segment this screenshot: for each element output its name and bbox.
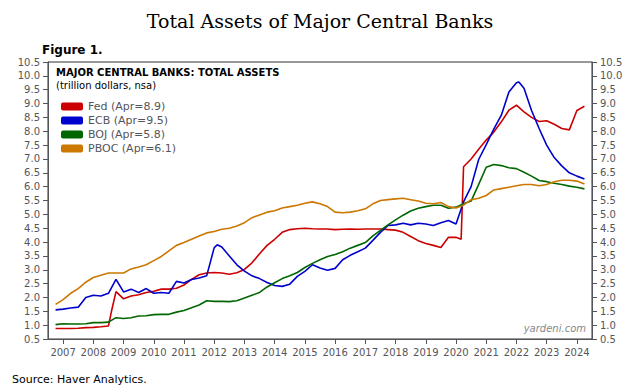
svg-text:5.0: 5.0 bbox=[600, 209, 616, 220]
svg-text:9.0: 9.0 bbox=[24, 98, 40, 109]
svg-text:5.0: 5.0 bbox=[24, 209, 40, 220]
svg-text:2.5: 2.5 bbox=[24, 278, 40, 289]
svg-text:9.0: 9.0 bbox=[600, 98, 616, 109]
svg-text:4.0: 4.0 bbox=[24, 237, 40, 248]
svg-text:4.0: 4.0 bbox=[600, 237, 616, 248]
svg-text:10.0: 10.0 bbox=[18, 70, 40, 81]
svg-text:10.5: 10.5 bbox=[18, 57, 40, 68]
svg-text:PBOC (Apr=6.1): PBOC (Apr=6.1) bbox=[88, 142, 176, 155]
svg-text:8.5: 8.5 bbox=[600, 112, 616, 123]
svg-text:3.0: 3.0 bbox=[600, 264, 616, 275]
svg-text:2010: 2010 bbox=[141, 347, 166, 358]
svg-text:3.5: 3.5 bbox=[600, 250, 616, 261]
svg-text:Total Assets of Major Central: Total Assets of Major Central Banks bbox=[147, 10, 493, 32]
svg-text:2011: 2011 bbox=[171, 347, 196, 358]
svg-text:(trillion dollars, nsa): (trillion dollars, nsa) bbox=[56, 80, 156, 91]
svg-text:2015: 2015 bbox=[292, 347, 317, 358]
svg-text:2021: 2021 bbox=[473, 347, 498, 358]
svg-text:7.5: 7.5 bbox=[24, 140, 40, 151]
svg-text:2.0: 2.0 bbox=[600, 292, 616, 303]
svg-text:Fed (Apr=8.9): Fed (Apr=8.9) bbox=[88, 100, 165, 113]
svg-text:2019: 2019 bbox=[413, 347, 438, 358]
svg-text:2024: 2024 bbox=[564, 347, 589, 358]
svg-text:Source: Haver Analytics.: Source: Haver Analytics. bbox=[12, 373, 147, 386]
svg-text:2.5: 2.5 bbox=[600, 278, 616, 289]
svg-text:2018: 2018 bbox=[383, 347, 408, 358]
svg-text:9.5: 9.5 bbox=[24, 84, 40, 95]
svg-text:5.5: 5.5 bbox=[24, 195, 40, 206]
svg-text:1.0: 1.0 bbox=[600, 320, 616, 331]
svg-text:1.5: 1.5 bbox=[600, 306, 616, 317]
svg-text:2014: 2014 bbox=[262, 347, 287, 358]
svg-text:0.5: 0.5 bbox=[24, 334, 40, 345]
svg-text:2013: 2013 bbox=[232, 347, 257, 358]
svg-text:2020: 2020 bbox=[443, 347, 468, 358]
svg-text:6.5: 6.5 bbox=[600, 167, 616, 178]
svg-text:10.5: 10.5 bbox=[600, 57, 622, 68]
svg-text:2012: 2012 bbox=[201, 347, 226, 358]
svg-text:2016: 2016 bbox=[322, 347, 347, 358]
svg-text:2.0: 2.0 bbox=[24, 292, 40, 303]
svg-text:2008: 2008 bbox=[81, 347, 106, 358]
svg-text:7.5: 7.5 bbox=[600, 140, 616, 151]
svg-text:0.5: 0.5 bbox=[600, 334, 616, 345]
svg-text:8.0: 8.0 bbox=[600, 126, 616, 137]
svg-text:10.0: 10.0 bbox=[600, 70, 622, 81]
svg-text:ECB (Apr=9.5): ECB (Apr=9.5) bbox=[88, 114, 168, 127]
svg-text:Figure 1.: Figure 1. bbox=[42, 43, 103, 57]
svg-text:8.5: 8.5 bbox=[24, 112, 40, 123]
svg-text:2023: 2023 bbox=[534, 347, 559, 358]
svg-text:BOJ (Apr=5.8): BOJ (Apr=5.8) bbox=[88, 128, 165, 141]
svg-text:6.0: 6.0 bbox=[24, 181, 40, 192]
svg-text:2022: 2022 bbox=[504, 347, 529, 358]
svg-text:8.0: 8.0 bbox=[24, 126, 40, 137]
svg-text:yardeni.com: yardeni.com bbox=[523, 323, 587, 334]
svg-text:MAJOR CENTRAL BANKS: TOTAL ASS: MAJOR CENTRAL BANKS: TOTAL ASSETS bbox=[56, 67, 279, 78]
svg-text:6.5: 6.5 bbox=[24, 167, 40, 178]
svg-text:2007: 2007 bbox=[50, 347, 75, 358]
svg-text:2017: 2017 bbox=[353, 347, 378, 358]
svg-text:9.5: 9.5 bbox=[600, 84, 616, 95]
svg-text:5.5: 5.5 bbox=[600, 195, 616, 206]
svg-text:4.5: 4.5 bbox=[600, 223, 616, 234]
svg-text:4.5: 4.5 bbox=[24, 223, 40, 234]
svg-text:2009: 2009 bbox=[111, 347, 136, 358]
svg-text:1.5: 1.5 bbox=[24, 306, 40, 317]
svg-text:7.0: 7.0 bbox=[24, 153, 40, 164]
svg-text:7.0: 7.0 bbox=[600, 153, 616, 164]
svg-text:6.0: 6.0 bbox=[600, 181, 616, 192]
svg-text:3.5: 3.5 bbox=[24, 250, 40, 261]
svg-text:1.0: 1.0 bbox=[24, 320, 40, 331]
svg-text:3.0: 3.0 bbox=[24, 264, 40, 275]
